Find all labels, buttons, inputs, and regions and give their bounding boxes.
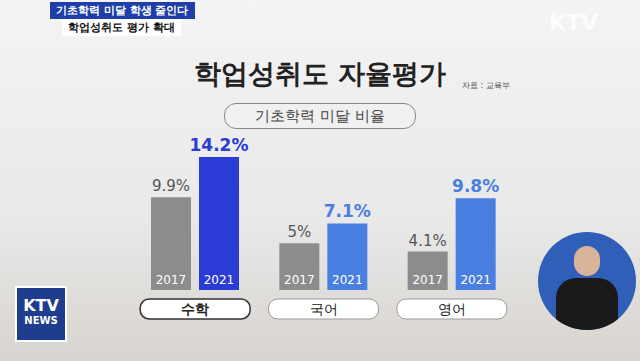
svg-text:7.1%: 7.1% xyxy=(324,201,371,221)
svg-text:2021: 2021 xyxy=(332,273,363,287)
svg-text:9.8%: 9.8% xyxy=(452,176,499,196)
svg-text:2017: 2017 xyxy=(412,273,443,287)
svg-text:5%: 5% xyxy=(287,223,311,241)
svg-text:영어: 영어 xyxy=(438,301,466,317)
svg-text:4.1%: 4.1% xyxy=(409,232,447,250)
svg-text:14.2%: 14.2% xyxy=(190,135,249,155)
svg-text:2017: 2017 xyxy=(284,273,315,287)
html-text:학업성취도 자율평가: 학업성취도 자율평가 xyxy=(193,58,447,89)
svg-text:수학: 수학 xyxy=(181,301,209,317)
html-text:자료 : 교육부: 자료 : 교육부 xyxy=(462,81,510,90)
svg-text:국어: 국어 xyxy=(310,301,338,317)
svg-text:2017: 2017 xyxy=(156,273,187,287)
svg-text:9.9%: 9.9% xyxy=(152,177,190,195)
svg-text:2021: 2021 xyxy=(460,273,491,287)
html-text:학업성취도 평가 확대: 학업성취도 평가 확대 xyxy=(68,21,175,34)
html-text:KTV: KTV xyxy=(23,296,59,315)
html-text:기초학력 미달 비율: 기초학력 미달 비율 xyxy=(255,107,385,125)
svg-text:2021: 2021 xyxy=(204,273,235,287)
html-text:기초학력 미달 학생 줄인다: 기초학력 미달 학생 줄인다 xyxy=(56,4,189,17)
html-text:KTV: KTV xyxy=(548,10,598,35)
html-text:NEWS: NEWS xyxy=(24,315,58,326)
